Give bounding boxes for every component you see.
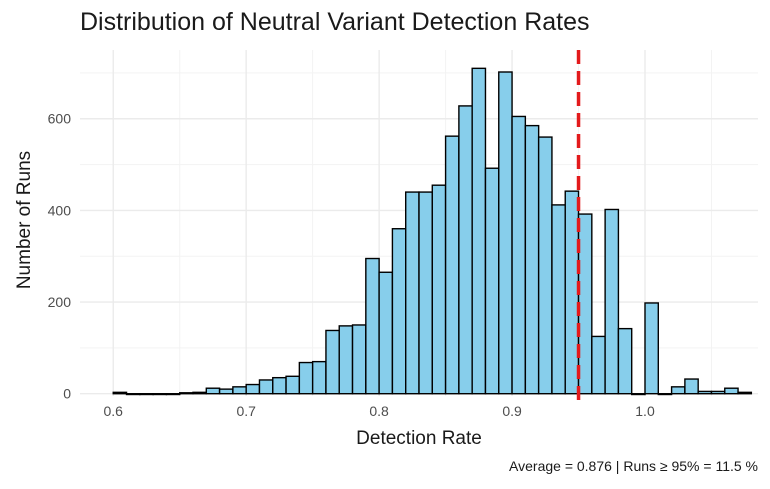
y-axis-ticks: 0 200 400 600 <box>48 111 72 402</box>
histogram-bar <box>338 325 354 395</box>
histogram-bar <box>165 393 181 396</box>
y-axis-title: Number of Runs <box>14 151 35 289</box>
x-tick-label: 0.6 <box>104 403 124 419</box>
x-tick-label: 0.7 <box>236 403 256 419</box>
histogram-bar <box>179 392 194 395</box>
histogram-bar <box>431 184 447 395</box>
histogram-bar <box>192 391 207 395</box>
histogram-bar <box>125 393 141 396</box>
x-tick-label: 0.9 <box>502 403 522 419</box>
histogram-bar <box>737 391 753 395</box>
histogram-bar <box>205 387 221 395</box>
histogram-bar <box>724 387 739 395</box>
x-axis-title: Detection Rate <box>356 428 482 449</box>
histogram-bar <box>591 335 606 395</box>
x-axis-ticks: 0.6 0.7 0.8 0.9 1.0 <box>104 403 655 419</box>
histogram-bar <box>285 375 301 395</box>
histogram-bar <box>498 71 513 395</box>
histogram-bar <box>139 393 154 396</box>
x-tick-label: 0.8 <box>369 403 389 419</box>
histogram-bar <box>311 360 327 395</box>
histogram-bar <box>484 167 500 395</box>
histogram-bar <box>298 361 314 395</box>
histogram-bar <box>537 136 553 395</box>
x-tick-label: 1.0 <box>635 403 655 419</box>
histogram-bar <box>258 379 274 395</box>
histogram-bar <box>444 135 460 395</box>
chart-caption: Average = 0.876 | Runs ≥ 95% = 11.5 % <box>509 458 758 474</box>
histogram-bar <box>458 105 473 395</box>
histogram-bar <box>325 329 340 395</box>
histogram-bar <box>631 393 646 396</box>
histogram-bar <box>112 391 128 395</box>
histogram-bar <box>218 388 234 395</box>
histogram-bar <box>657 393 673 396</box>
histogram-bar <box>617 327 633 395</box>
histogram-bar <box>604 208 620 395</box>
histogram-bar <box>577 213 593 395</box>
histogram-bar <box>391 228 407 395</box>
histogram-bar <box>245 383 261 395</box>
histogram-bar <box>378 271 394 395</box>
histogram-bar <box>351 324 367 395</box>
histogram-bar <box>511 115 527 395</box>
histogram-bar <box>152 393 168 396</box>
histogram-bar <box>471 67 487 395</box>
histogram-bar <box>710 390 726 395</box>
histogram-bars <box>112 67 753 396</box>
histogram-bar <box>418 191 433 395</box>
histogram-bar <box>684 378 699 395</box>
y-tick-label: 600 <box>48 111 72 127</box>
histogram-bar <box>564 190 580 395</box>
y-tick-label: 200 <box>48 294 72 310</box>
histogram-bar <box>524 124 540 395</box>
chart-title: Distribution of Neutral Variant Detectio… <box>80 8 590 36</box>
histogram-bar <box>405 191 420 395</box>
histogram-bar <box>644 302 659 395</box>
histogram-bar <box>272 376 287 395</box>
y-tick-label: 400 <box>48 202 72 218</box>
y-tick-label: 0 <box>63 386 71 402</box>
histogram-bar <box>670 386 686 395</box>
histogram-bar <box>232 386 247 395</box>
histogram-bar <box>551 204 566 395</box>
histogram-bar <box>697 390 713 395</box>
histogram-bar <box>365 257 380 395</box>
